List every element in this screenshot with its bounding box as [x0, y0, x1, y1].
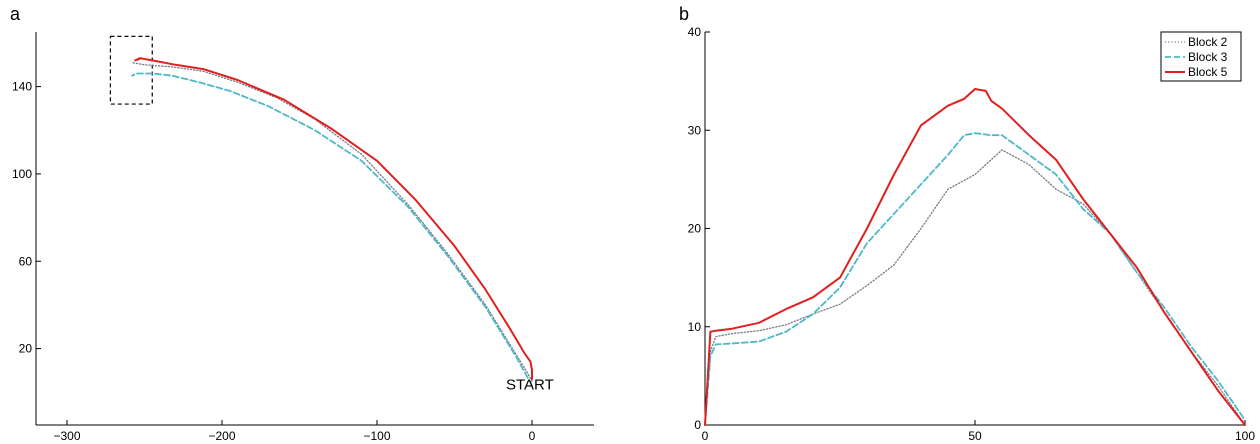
x-tick-label: −300	[53, 429, 80, 443]
y-tick-label: 40	[688, 25, 702, 39]
series-line-block-3	[704, 132, 1246, 426]
y-tick-label: 100	[12, 167, 32, 181]
panel-label: b	[679, 4, 689, 24]
x-tick-label: 0	[702, 429, 709, 443]
legend-entry-label: Block 3	[1188, 50, 1228, 64]
series-line-block-5	[134, 57, 533, 381]
series-line-block-3	[131, 72, 533, 387]
x-tick-label: −100	[363, 429, 390, 443]
y-tick-label: 10	[688, 320, 702, 334]
legend-entry-label: Block 2	[1188, 35, 1228, 49]
panel-a: a −300 −200 −100 0 20 60 100 140 START	[10, 4, 594, 443]
x-tick-label: 0	[529, 429, 536, 443]
panel-label: a	[10, 4, 21, 24]
series-line-block-5	[704, 88, 1246, 426]
start-annotation: START	[506, 377, 554, 394]
series-line-block-2	[131, 61, 533, 382]
legend-entry-label: Block 5	[1188, 65, 1228, 79]
y-tick-label: 0	[694, 418, 701, 432]
y-tick-label: 20	[688, 222, 702, 236]
x-tick-label: 100	[1235, 429, 1255, 443]
y-tick-label: 30	[688, 123, 702, 137]
y-tick-label: 60	[19, 254, 33, 268]
x-tick-label: −200	[208, 429, 235, 443]
x-tick-label: 50	[968, 429, 982, 443]
highlight-box	[109, 35, 153, 105]
y-tick-label: 140	[12, 80, 32, 94]
series-line-block-2	[704, 149, 1246, 426]
y-tick-label: 20	[19, 342, 33, 356]
